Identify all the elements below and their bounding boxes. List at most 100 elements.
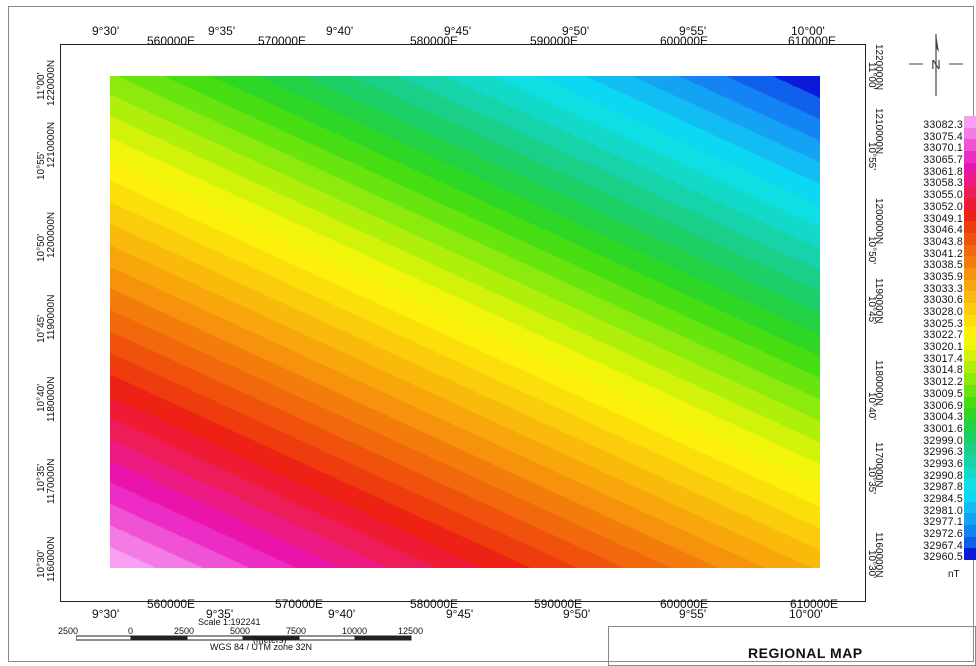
top-deg-label: 10°00' [791,24,825,38]
legend-swatch [964,162,976,175]
scale-tick: 2500 [174,626,195,636]
legend-value: 33052.0 [923,200,963,213]
top-deg-label: 9°50' [562,24,590,38]
left-utm-label: 1210000N [46,121,57,168]
legend-swatch [964,116,976,128]
bottom-deg-label: 9°35' [206,607,234,621]
scale-tick: 2500 [58,626,79,636]
top-deg-label: 9°55' [679,24,707,38]
legend-value: 33038.5 [923,259,963,272]
legend-value: 33043.8 [923,235,963,248]
legend-value: 33004.3 [923,411,963,424]
legend-swatch [964,279,976,292]
top-deg-label: 9°35' [208,24,236,38]
legend-value: 33017.4 [923,352,963,365]
legend-value: 33020.1 [923,341,963,354]
scale-bar-graphic [76,635,412,641]
legend-swatch [964,267,976,280]
bottom-utm-label: 610000E [790,597,839,611]
bottom-deg-label: 9°50' [563,607,591,621]
left-utm-label: 1180000N [46,376,57,422]
left-utm-label: 1170000N [46,458,57,504]
legend-swatch [964,186,976,198]
legend-value: 32999.0 [923,434,963,447]
legend-value: 33055.0 [923,189,963,202]
legend-swatch [964,127,976,140]
top-utm-label: 610000E [788,34,837,48]
legend-value: 33035.9 [923,270,963,283]
legend-swatch [964,373,976,385]
left-utm-label: 1200000N [46,211,57,258]
top-utm-label: 570000E [258,34,307,48]
legend-labels: 33082.3 33075.4 33070.1 33065.7 33061.8 33058… [895,119,963,564]
legend-swatch [964,501,976,514]
left-utm-label: 1160000N [46,536,57,582]
scale-tick: 7500 [286,626,307,636]
top-deg-label: 9°30' [92,24,120,38]
legend-swatch [964,139,976,152]
top-utm-label: 580000E [410,34,459,48]
legend-value: 32981.0 [923,504,963,517]
legend-value: 33030.6 [923,294,963,307]
bottom-deg-label: 9°45' [446,607,474,621]
legend-swatch [964,151,976,163]
legend-value: 33025.3 [923,317,963,330]
legend-swatch [964,244,976,257]
legend-value: 33012.2 [923,376,963,389]
left-utm-label: 1220000N [46,59,57,106]
left-utm-label: 1190000N [46,294,57,340]
legend-swatch [964,232,976,245]
top-deg-label: 9°40' [326,24,354,38]
scale-text: Scale 1:192241 [198,617,261,627]
legend-value: 33065.7 [923,154,963,167]
scale-tick: 5000 [230,626,251,636]
legend-value: 32960.5 [923,551,963,564]
right-deg-label: 10°40' [866,392,877,421]
legend-value: 32990.8 [923,469,963,482]
magnetic-intensity-map[interactable] [110,76,820,568]
legend-swatch [964,338,976,350]
legend-value: 32977.1 [923,516,963,529]
top-deg-label: 9°45' [444,24,472,38]
map-title: REGIONAL MAP [748,645,863,661]
top-utm-label: 560000E [147,34,196,48]
legend-swatch [964,396,976,409]
legend-swatch [964,221,976,233]
legend-swatch [964,314,976,327]
legend-swatch [964,174,976,187]
legend-swatch [964,303,976,315]
legend-swatch [964,291,976,303]
right-deg-label: 10°30' [866,550,877,579]
legend-value: 33046.4 [923,224,963,237]
bottom-deg-label: 9°55' [679,607,707,621]
bottom-utm-label: 560000E [147,597,196,611]
legend-swatch [964,349,976,362]
scale-tick: 0 [128,626,134,636]
legend-value: 32972.6 [923,528,963,541]
legend-value: 33014.8 [923,364,963,377]
scale-tick: 12500 [398,626,424,636]
legend-value: 33049.1 [923,212,963,225]
legend-value: 33033.3 [923,282,963,295]
legend-swatch [964,536,976,549]
right-deg-label: 10°50' [866,236,877,265]
legend-swatch [964,197,976,210]
legend-value: 33006.9 [923,399,963,412]
legend-swatch [964,408,976,420]
north-arrow-icon: N [909,34,963,96]
scale-tick: 10000 [342,626,368,636]
legend-value: 32996.3 [923,446,963,459]
legend-swatch [964,548,976,561]
legend-value: 32987.8 [923,481,963,494]
legend-value: 33009.5 [923,387,963,400]
legend-value: 33001.6 [923,422,963,435]
right-deg-label: 10°35' [866,466,877,495]
legend-swatch [964,326,976,339]
legend-value: 33061.8 [923,165,963,178]
legend-swatches [964,116,976,561]
legend-swatch [964,443,976,455]
legend-value: 33022.7 [923,329,963,342]
bottom-utm-label: 600000E [660,597,709,611]
legend-value: 33070.1 [923,142,963,155]
top-utm-label: 600000E [660,34,709,48]
